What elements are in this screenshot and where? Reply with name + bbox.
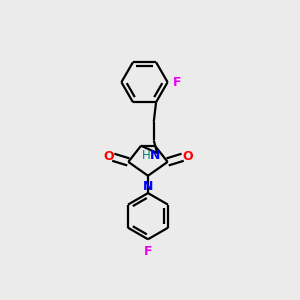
Text: O: O — [103, 150, 114, 163]
Text: O: O — [182, 150, 193, 163]
Text: F: F — [173, 76, 181, 89]
Text: N: N — [143, 180, 153, 194]
Text: N: N — [150, 149, 160, 162]
Text: F: F — [144, 245, 152, 258]
Text: H: H — [142, 149, 150, 162]
